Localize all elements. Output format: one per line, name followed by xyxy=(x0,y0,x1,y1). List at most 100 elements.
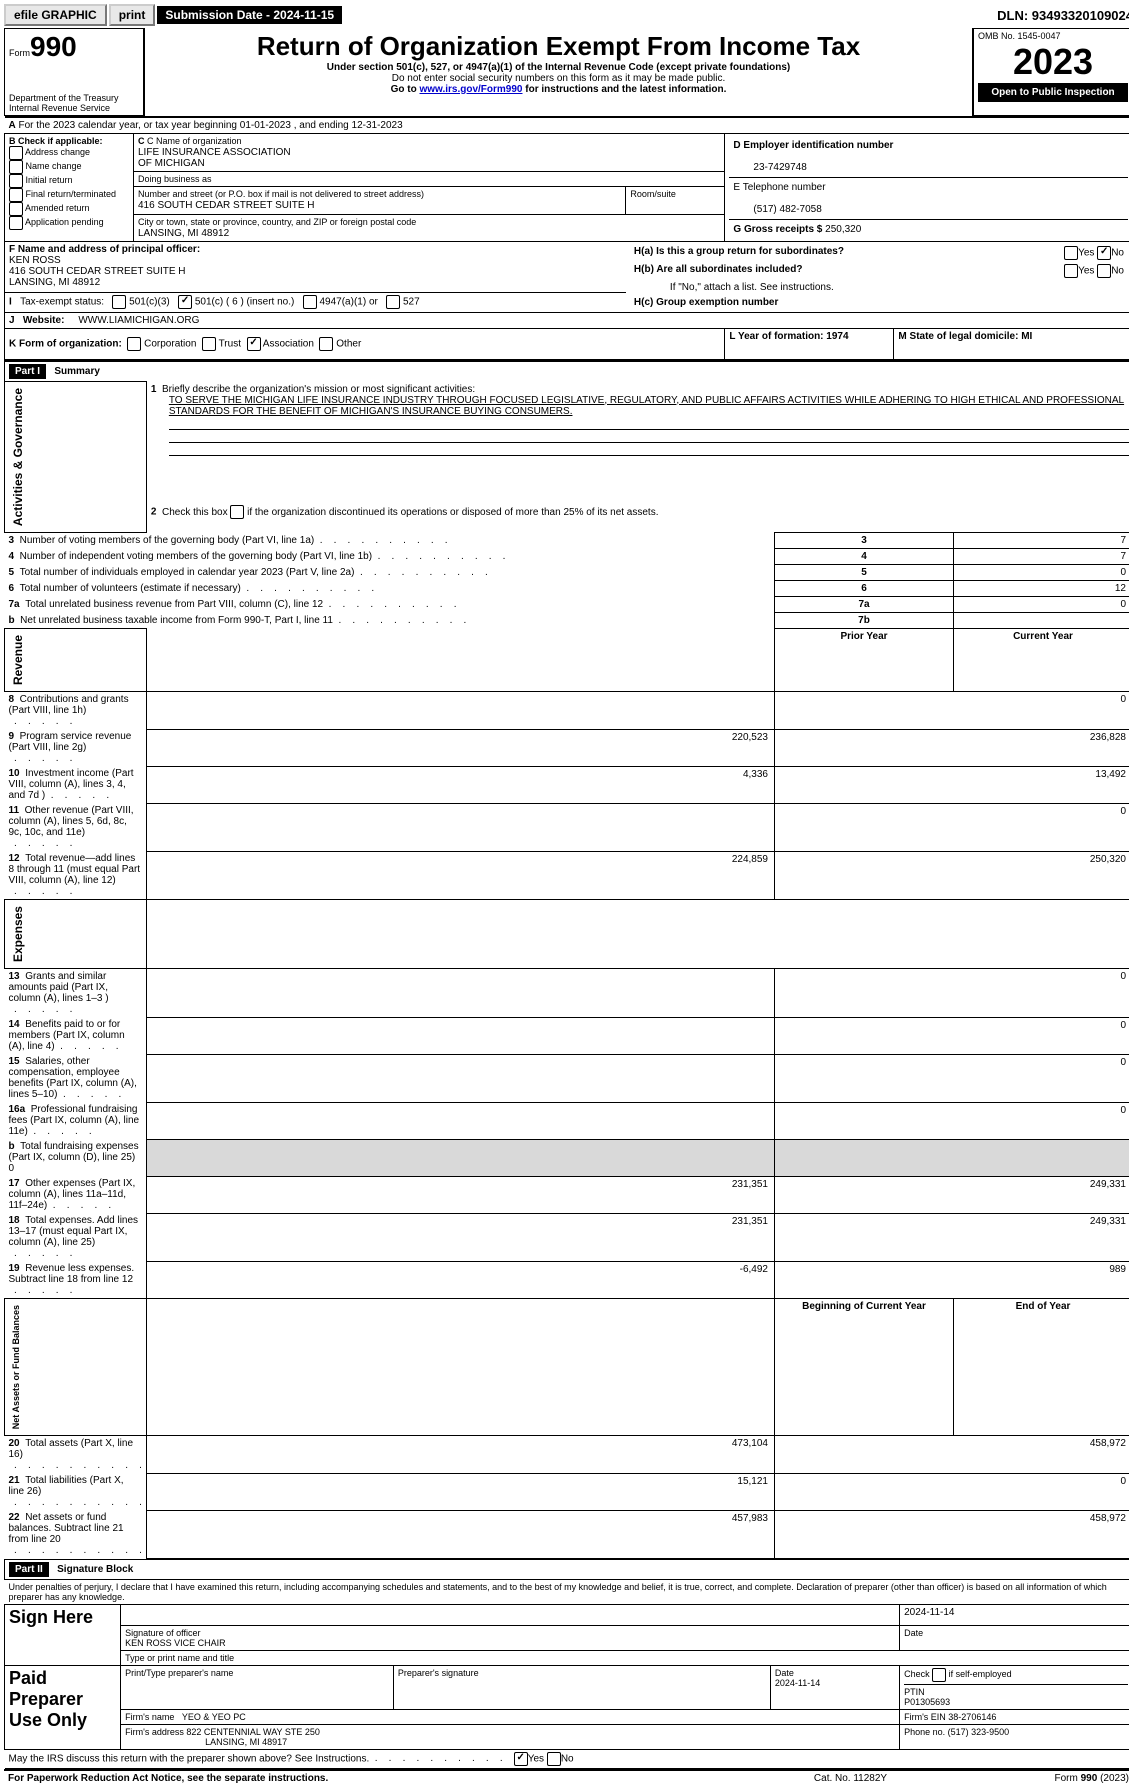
prep-name-label: Print/Type preparer's name xyxy=(121,1665,394,1709)
exp-prior xyxy=(146,1054,774,1102)
exp-curr: 249,331 xyxy=(775,1213,1129,1261)
efile-button[interactable]: efile GRAPHIC xyxy=(4,4,107,26)
officer-addr1: 416 SOUTH CEDAR STREET SUITE H xyxy=(9,266,186,277)
paperwork: For Paperwork Reduction Act Notice, see … xyxy=(8,1773,328,1784)
k-trust-checkbox[interactable] xyxy=(202,337,216,351)
current-year-header: Current Year xyxy=(1013,631,1073,642)
527-label: 527 xyxy=(403,297,420,308)
4947-label: 4947(a)(1) or xyxy=(319,297,377,308)
side-netassets: Net Assets or Fund Balances xyxy=(9,1301,23,1433)
discuss-yes-checkbox[interactable] xyxy=(514,1752,528,1766)
exp-prior xyxy=(146,1017,774,1054)
side-revenue: Revenue xyxy=(9,631,27,689)
sign-here: Sign Here xyxy=(9,1607,93,1627)
tax-period: For the 2023 calendar year, or tax year … xyxy=(19,120,403,131)
ag-label: Total number of volunteers (estimate if … xyxy=(20,583,241,594)
print-button[interactable]: print xyxy=(109,4,156,26)
527-checkbox[interactable] xyxy=(386,295,400,309)
k-assoc-label: Association xyxy=(263,339,314,350)
part2-label: Part II xyxy=(9,1562,49,1577)
ag-box: 5 xyxy=(861,567,867,578)
form-number: 990 xyxy=(30,31,77,62)
exp-curr: 989 xyxy=(775,1261,1129,1299)
ha-yes-checkbox[interactable] xyxy=(1064,246,1078,260)
check-self: Check if self-employed xyxy=(904,1669,1012,1679)
part1-label: Part I xyxy=(9,364,46,379)
ag-label: Number of voting members of the governin… xyxy=(20,535,315,546)
b-opt-checkbox[interactable] xyxy=(9,146,23,160)
sig-name: KEN ROSS VICE CHAIR xyxy=(125,1638,226,1648)
exp-prior xyxy=(146,1102,774,1139)
hb-no-checkbox[interactable] xyxy=(1097,264,1111,278)
rev-label: Other revenue (Part VIII, column (A), li… xyxy=(9,805,134,838)
rev-curr: 13,492 xyxy=(775,766,1129,803)
ha-no-checkbox[interactable] xyxy=(1097,246,1111,260)
discuss-yes: Yes xyxy=(528,1753,544,1764)
rev-curr: 250,320 xyxy=(775,851,1129,900)
exp-label: Total expenses. Add lines 13–17 (must eq… xyxy=(9,1215,139,1248)
ag-value: 7 xyxy=(954,549,1129,565)
501c-checkbox[interactable] xyxy=(178,295,192,309)
rev-label: Program service revenue (Part VIII, line… xyxy=(9,731,132,753)
k-corp-checkbox[interactable] xyxy=(127,337,141,351)
i-label: Tax-exempt status: xyxy=(20,297,104,308)
b-opt-checkbox[interactable] xyxy=(9,202,23,216)
net-prior: 473,104 xyxy=(146,1436,774,1474)
hc-label: H(c) Group exemption number xyxy=(634,297,778,308)
dept-treasury: Department of the Treasury xyxy=(9,93,139,103)
b-opt-checkbox[interactable] xyxy=(9,216,23,230)
ag-box: 7a xyxy=(858,599,869,610)
sig-date-label: Date xyxy=(900,1625,1129,1650)
b-opt-label: Address change xyxy=(25,147,90,157)
gross-receipts: 250,320 xyxy=(825,224,861,235)
ag-value: 0 xyxy=(954,565,1129,581)
rev-prior: 4,336 xyxy=(146,766,774,803)
b-opt-checkbox[interactable] xyxy=(9,188,23,202)
rev-curr: 236,828 xyxy=(775,729,1129,766)
city-label: City or town, state or province, country… xyxy=(138,217,416,227)
b-label: B Check if applicable: xyxy=(9,136,103,146)
submission-date: Submission Date - 2024-11-15 xyxy=(157,6,342,24)
form990-link[interactable]: www.irs.gov/Form990 xyxy=(419,84,522,95)
section-a-table: A For the 2023 calendar year, or tax yea… xyxy=(4,116,1129,360)
g-label: G Gross receipts $ xyxy=(733,224,822,235)
firm-ein: 38-2706146 xyxy=(948,1712,996,1722)
self-emp-checkbox[interactable] xyxy=(932,1668,946,1682)
rev-prior: 220,523 xyxy=(146,729,774,766)
prep-sig-label: Preparer's signature xyxy=(393,1665,770,1709)
declaration: Under penalties of perjury, I declare th… xyxy=(5,1579,1129,1604)
net-curr: 458,972 xyxy=(775,1510,1129,1558)
q2-checkbox[interactable] xyxy=(230,505,244,519)
q1-label: Briefly describe the organization's miss… xyxy=(162,384,475,395)
firm-name-label: Firm's name xyxy=(125,1712,177,1722)
501c3-label: 501(c)(3) xyxy=(129,297,170,308)
ag-label: Number of independent voting members of … xyxy=(20,551,372,562)
street-address: 416 SOUTH CEDAR STREET SUITE H xyxy=(138,200,315,211)
j-label: Website: xyxy=(23,315,67,326)
rev-curr: 0 xyxy=(775,692,1129,730)
hb-yes-checkbox[interactable] xyxy=(1064,264,1078,278)
f-label: F Name and address of principal officer: xyxy=(9,244,200,255)
exp-prior: -6,492 xyxy=(146,1261,774,1299)
exp-curr: 0 xyxy=(775,969,1129,1018)
net-prior: 15,121 xyxy=(146,1473,774,1510)
discuss-no-checkbox[interactable] xyxy=(547,1752,561,1766)
yes-label: Yes xyxy=(1078,248,1094,259)
k-other-checkbox[interactable] xyxy=(319,337,333,351)
part1-table: Part I Summary Activities & Governance 1… xyxy=(4,360,1129,1559)
4947-checkbox[interactable] xyxy=(303,295,317,309)
k-assoc-checkbox[interactable] xyxy=(247,337,261,351)
officer-name: KEN ROSS xyxy=(9,255,61,266)
open-public: Open to Public Inspection xyxy=(978,83,1128,102)
exp-curr: 0 xyxy=(775,1017,1129,1054)
b-opt-checkbox[interactable] xyxy=(9,174,23,188)
e-label: E Telephone number xyxy=(733,182,825,193)
b-opt-label: Amended return xyxy=(25,203,90,213)
b-opt-checkbox[interactable] xyxy=(9,160,23,174)
exp-prior: 231,351 xyxy=(146,1213,774,1261)
side-activities: Activities & Governance xyxy=(9,384,27,530)
org-name-2: OF MICHIGAN xyxy=(138,158,205,169)
addr-label: Number and street (or P.O. box if mail i… xyxy=(138,189,424,199)
501c3-checkbox[interactable] xyxy=(112,295,126,309)
exp-curr: 0 xyxy=(775,1054,1129,1102)
